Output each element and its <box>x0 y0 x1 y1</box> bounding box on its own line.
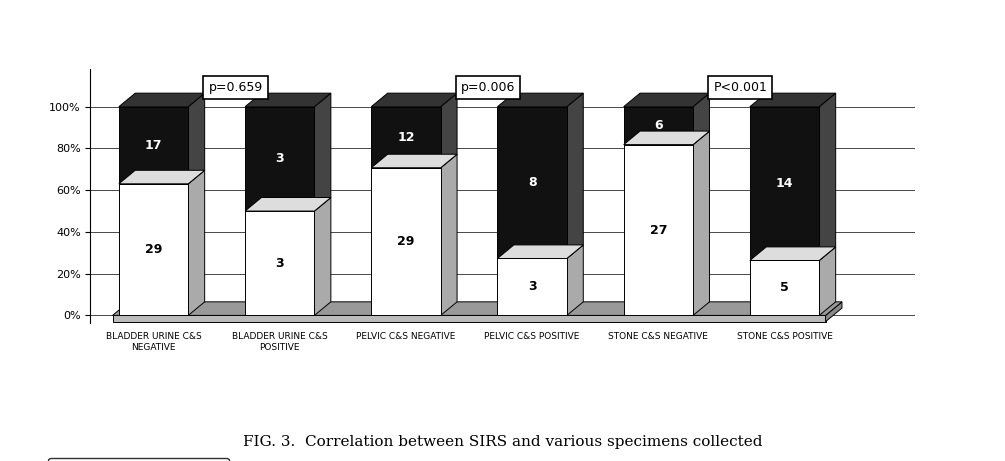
Polygon shape <box>188 93 205 184</box>
Polygon shape <box>819 247 836 315</box>
Polygon shape <box>119 184 188 315</box>
Text: 29: 29 <box>397 235 415 248</box>
Polygon shape <box>245 197 331 211</box>
Polygon shape <box>693 131 710 315</box>
Text: 14: 14 <box>776 177 793 190</box>
Polygon shape <box>624 106 693 145</box>
Polygon shape <box>119 106 188 184</box>
Polygon shape <box>119 170 205 184</box>
Text: 17: 17 <box>145 139 162 152</box>
Polygon shape <box>750 106 819 260</box>
Polygon shape <box>245 211 315 315</box>
Text: 5: 5 <box>780 281 789 295</box>
Polygon shape <box>113 302 842 315</box>
Polygon shape <box>119 93 205 106</box>
Polygon shape <box>371 168 440 315</box>
Polygon shape <box>497 245 583 259</box>
Polygon shape <box>693 93 710 145</box>
Text: P<0.001: P<0.001 <box>714 81 768 94</box>
Text: p=0.006: p=0.006 <box>461 81 516 94</box>
Polygon shape <box>315 93 331 211</box>
Text: 3: 3 <box>275 257 284 270</box>
Text: FIG. 3.  Correlation between SIRS and various specimens collected: FIG. 3. Correlation between SIRS and var… <box>243 436 762 449</box>
Polygon shape <box>624 131 710 145</box>
Legend: NO SIRS, SIRS: NO SIRS, SIRS <box>48 457 229 461</box>
Polygon shape <box>825 302 842 322</box>
Polygon shape <box>188 170 205 315</box>
Polygon shape <box>497 259 567 315</box>
Text: 8: 8 <box>528 176 537 189</box>
Text: 27: 27 <box>649 224 667 236</box>
Polygon shape <box>750 247 836 260</box>
Polygon shape <box>440 154 457 315</box>
Text: 3: 3 <box>275 153 284 165</box>
Text: 3: 3 <box>528 280 537 294</box>
Polygon shape <box>750 260 819 315</box>
Polygon shape <box>497 106 567 259</box>
Polygon shape <box>819 93 836 260</box>
Polygon shape <box>440 93 457 168</box>
Polygon shape <box>750 93 836 106</box>
Text: 29: 29 <box>145 243 162 256</box>
Polygon shape <box>245 93 331 106</box>
Polygon shape <box>624 93 710 106</box>
Polygon shape <box>567 93 583 259</box>
Polygon shape <box>113 315 825 322</box>
Polygon shape <box>371 154 457 168</box>
Polygon shape <box>371 93 457 106</box>
Polygon shape <box>497 93 583 106</box>
Polygon shape <box>315 197 331 315</box>
Polygon shape <box>567 245 583 315</box>
Polygon shape <box>245 106 315 211</box>
Text: p=0.659: p=0.659 <box>208 81 262 94</box>
Polygon shape <box>371 106 440 168</box>
Text: 12: 12 <box>397 131 415 144</box>
Polygon shape <box>624 145 693 315</box>
Text: 6: 6 <box>654 119 662 132</box>
